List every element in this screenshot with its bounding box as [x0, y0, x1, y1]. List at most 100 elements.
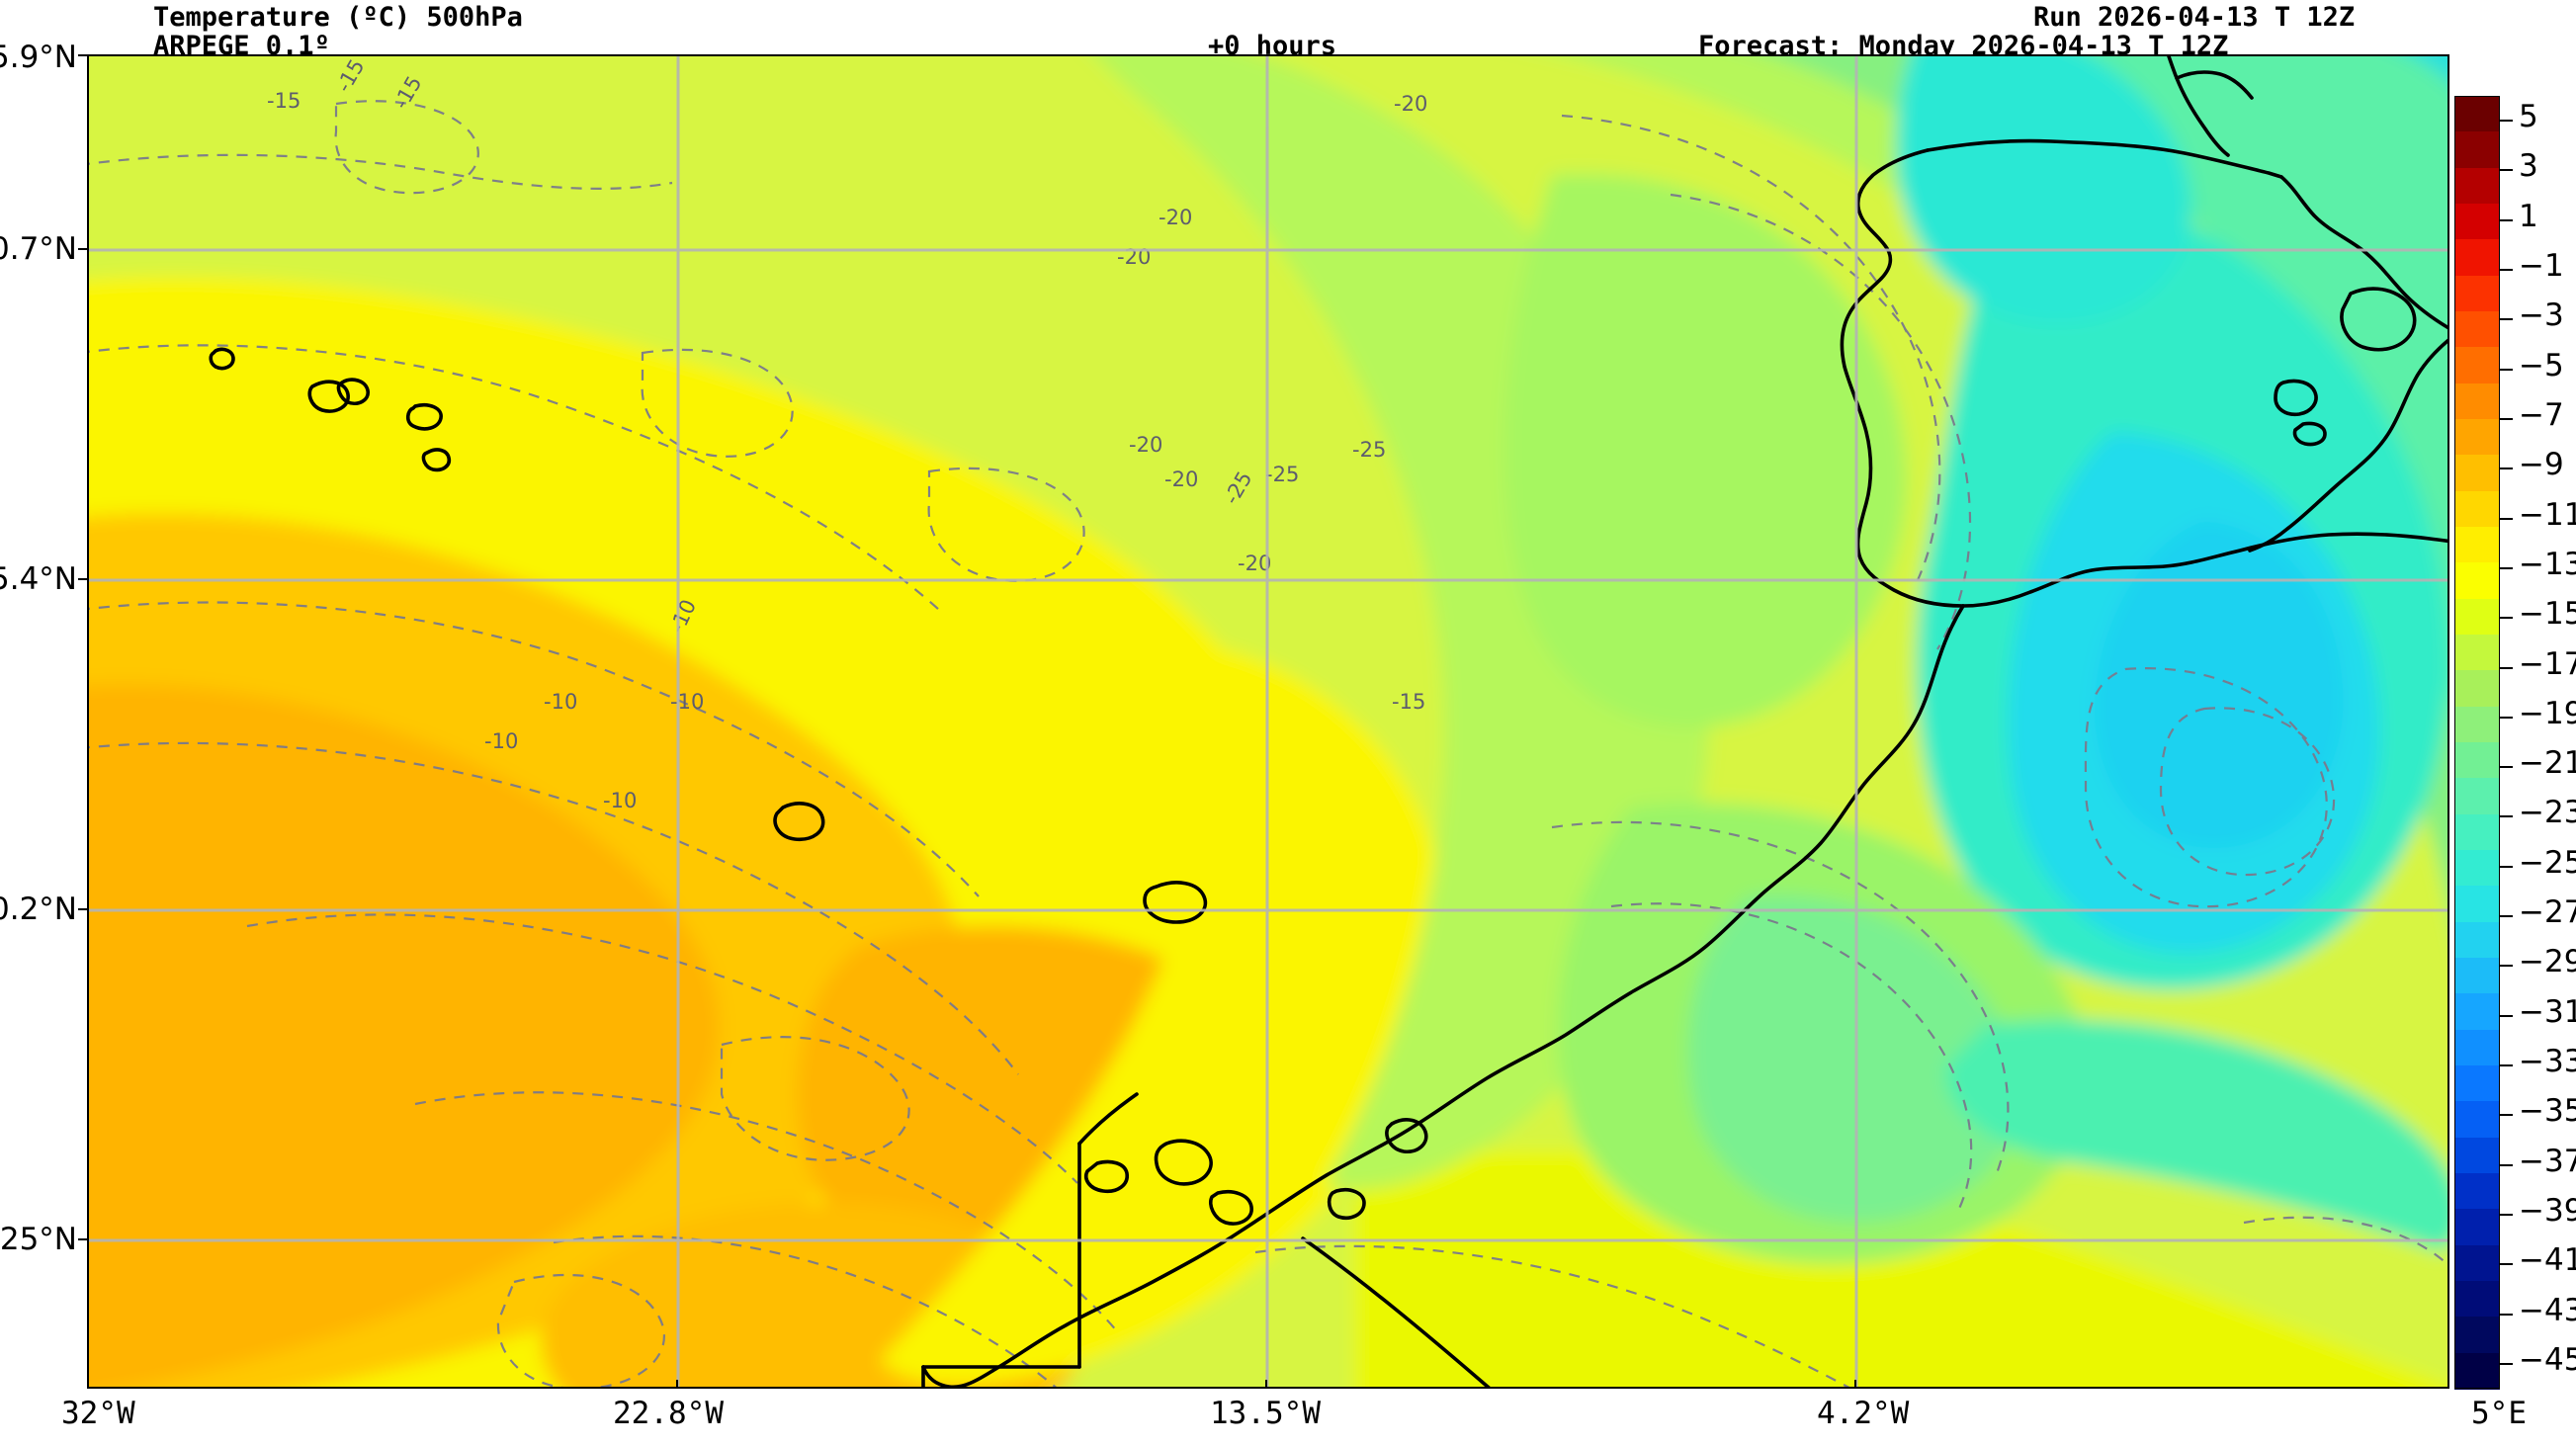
colorbar-tick-label: −29 — [2519, 944, 2576, 980]
colorbar-tick — [2500, 1163, 2513, 1166]
colorbar-tick-label: −3 — [2519, 298, 2564, 334]
colorbar-tick — [2500, 716, 2513, 719]
colorbar-tick-label: −43 — [2519, 1292, 2576, 1328]
colorbar-segment — [2454, 921, 2500, 959]
y-tick-label-2: 35.4°N — [0, 561, 77, 597]
y-tick-3 — [78, 908, 87, 910]
y-tick-label-3: 30.2°N — [0, 892, 77, 927]
colorbar-tick-label: 1 — [2519, 198, 2538, 234]
x-tick-4 — [2447, 1380, 2449, 1389]
page-title: Temperature (ºC) 500hPa — [153, 2, 523, 33]
colorbar-segment — [2454, 778, 2500, 815]
colorbar-segment — [2454, 742, 2500, 779]
colorbar-tick — [2500, 566, 2513, 569]
colorbar-tick — [2500, 915, 2513, 918]
colorbar-tick — [2500, 468, 2513, 470]
colorbar-tick-label: −41 — [2519, 1242, 2576, 1279]
x-tick-0 — [87, 1380, 89, 1389]
colorbar-segment — [2454, 419, 2500, 456]
colorbar-tick — [2500, 865, 2513, 868]
colorbar-segment — [2454, 1317, 2500, 1354]
colorbar-segment — [2454, 311, 2500, 348]
colorbar-tick — [2500, 318, 2513, 321]
colorbar-segment — [2454, 993, 2500, 1031]
colorbar-segment — [2454, 96, 2500, 132]
x-tick-label-1: 22.8°W — [613, 1396, 724, 1431]
y-tick-4 — [78, 1238, 87, 1240]
y-tick-0 — [78, 54, 87, 56]
colorbar-segment — [2454, 347, 2500, 384]
svg-text:-25: -25 — [1265, 463, 1299, 486]
svg-text:-10: -10 — [670, 690, 704, 714]
colorbar[interactable] — [2454, 96, 2500, 1390]
svg-text:-20: -20 — [1129, 433, 1162, 457]
colorbar-tick-label: −5 — [2519, 347, 2564, 383]
colorbar-segment — [2454, 490, 2500, 528]
colorbar-tick — [2500, 666, 2513, 669]
colorbar-tick — [2500, 1014, 2513, 1017]
x-tick-label-4: 5°E — [2471, 1396, 2527, 1431]
colorbar-segment — [2454, 131, 2500, 169]
colorbar-tick — [2500, 517, 2513, 520]
map-header: Temperature (ºC) 500hPa ARPEGE 0.1º +0 h… — [0, 0, 2576, 61]
svg-text:-10: -10 — [544, 690, 577, 714]
colorbar-segment — [2454, 275, 2500, 312]
x-tick-label-3: 4.2°W — [1817, 1396, 1910, 1431]
x-tick-3 — [1854, 1380, 1856, 1389]
colorbar-segment — [2454, 1137, 2500, 1174]
colorbar-segment — [2454, 850, 2500, 887]
colorbar-tick-label: 5 — [2519, 99, 2538, 135]
colorbar-tick-label: −25 — [2519, 844, 2576, 881]
colorbar-segment — [2454, 670, 2500, 708]
colorbar-tick-label: −17 — [2519, 645, 2576, 682]
y-tick-1 — [78, 248, 87, 250]
colorbar-tick — [2500, 617, 2513, 620]
colorbar-tick — [2500, 368, 2513, 371]
colorbar-tick-label: 3 — [2519, 148, 2538, 185]
x-tick-1 — [676, 1380, 678, 1389]
colorbar-tick-label: −11 — [2519, 496, 2576, 533]
colorbar-segment — [2454, 598, 2500, 636]
colorbar-tick — [2500, 1263, 2513, 1266]
colorbar-tick — [2500, 1313, 2513, 1316]
temperature-field: -15 -15 -15 -10 -10 -10 -10 -10 -20 -20 … — [89, 56, 2447, 1387]
colorbar-tick — [2500, 1213, 2513, 1216]
svg-text:-20: -20 — [1159, 206, 1192, 229]
colorbar-segment — [2454, 239, 2500, 277]
colorbar-tick-label: −13 — [2519, 546, 2576, 582]
colorbar-segment — [2454, 1209, 2500, 1246]
colorbar-tick-label: −9 — [2519, 447, 2564, 483]
svg-text:-15: -15 — [267, 89, 301, 113]
colorbar-segment — [2454, 383, 2500, 420]
colorbar-segment — [2454, 635, 2500, 671]
svg-text:-10: -10 — [484, 729, 518, 753]
colorbar-segment — [2454, 886, 2500, 923]
colorbar-segment — [2454, 813, 2500, 851]
colorbar-tick — [2500, 120, 2513, 123]
colorbar-tick — [2500, 965, 2513, 968]
x-tick-2 — [1265, 1380, 1267, 1389]
colorbar-tick-label: −15 — [2519, 596, 2576, 633]
y-tick-label-4: 25°N — [0, 1222, 77, 1257]
graticule-gridlines — [89, 56, 2447, 1387]
colorbar-segment — [2454, 1281, 2500, 1318]
y-tick-2 — [78, 578, 87, 580]
colorbar-segment — [2454, 455, 2500, 492]
colorbar-tick — [2500, 766, 2513, 769]
colorbar-tick-label: −27 — [2519, 894, 2576, 931]
colorbar-tick — [2500, 1114, 2513, 1117]
x-tick-label-2: 13.5°W — [1210, 1396, 1321, 1431]
isotherm-contours — [89, 100, 2447, 1387]
svg-text:-10: -10 — [603, 789, 637, 812]
colorbar-tick-label: −37 — [2519, 1143, 2576, 1179]
colorbar-tick — [2500, 269, 2513, 272]
colorbar-tick-label: −45 — [2519, 1341, 2576, 1378]
map-plot-area: -15 -15 -15 -10 -10 -10 -10 -10 -20 -20 … — [87, 54, 2449, 1389]
colorbar-segment — [2454, 958, 2500, 994]
colorbar-tick-label: −1 — [2519, 248, 2564, 285]
svg-text:-15: -15 — [1392, 690, 1425, 714]
colorbar-tick — [2500, 218, 2513, 221]
colorbar-tick-label: −33 — [2519, 1044, 2576, 1079]
colorbar-segment — [2454, 1352, 2500, 1390]
colorbar-segment — [2454, 1065, 2500, 1102]
